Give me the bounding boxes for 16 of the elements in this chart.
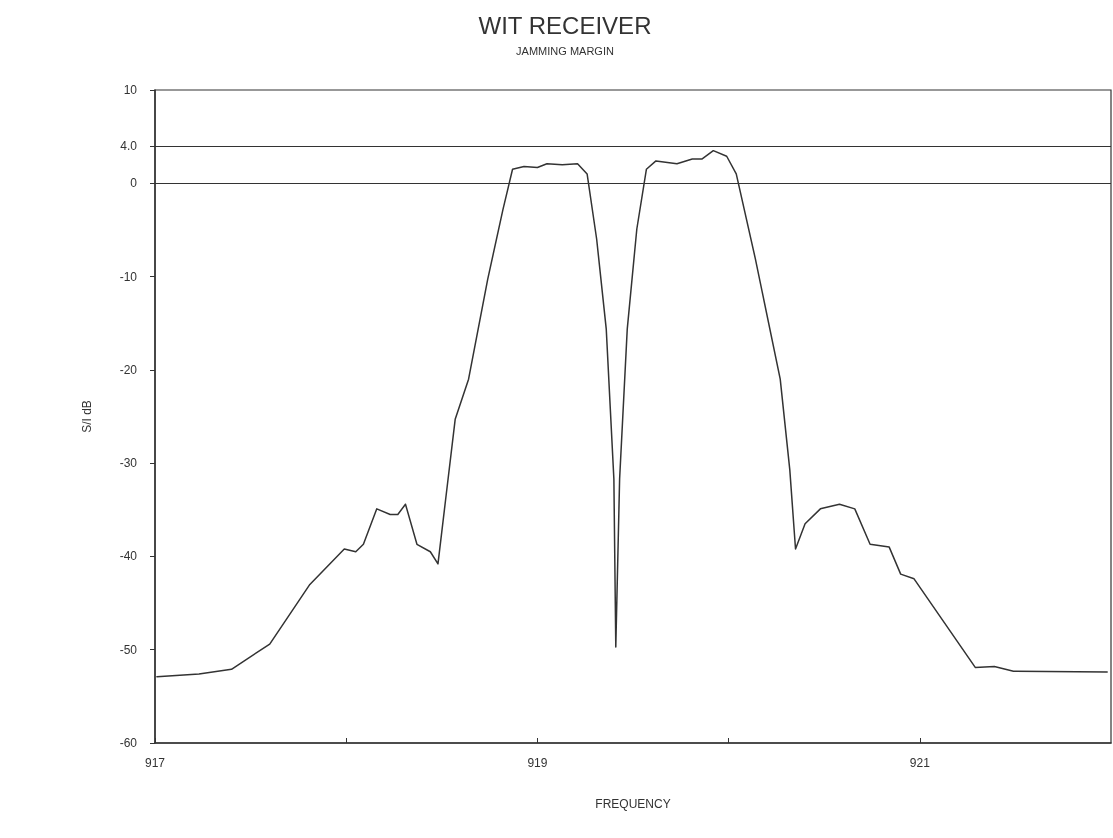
x-axis-title: FREQUENCY	[595, 797, 671, 811]
chart-subtitle: JAMMING MARGIN	[516, 44, 614, 57]
y-tick-label: 0	[130, 176, 138, 191]
y-tick-label: -40	[119, 549, 138, 564]
y-tick-label: 10	[123, 83, 138, 97]
y-tick-label: 4.0	[120, 138, 138, 153]
chart-title: WIT RECEIVER	[478, 11, 652, 39]
y-tick-label: -50	[119, 642, 138, 657]
y-tick-label: -30	[119, 456, 138, 471]
y-axis-title: S/I dB	[80, 400, 94, 433]
x-tick-label: 917	[144, 756, 166, 770]
y-tick-label: -10	[119, 269, 138, 284]
y-tick-label: -60	[119, 736, 138, 750]
x-tick-label: 919	[527, 756, 548, 770]
y-tick-label: -20	[119, 362, 138, 377]
x-tick-label: 921	[909, 756, 931, 770]
